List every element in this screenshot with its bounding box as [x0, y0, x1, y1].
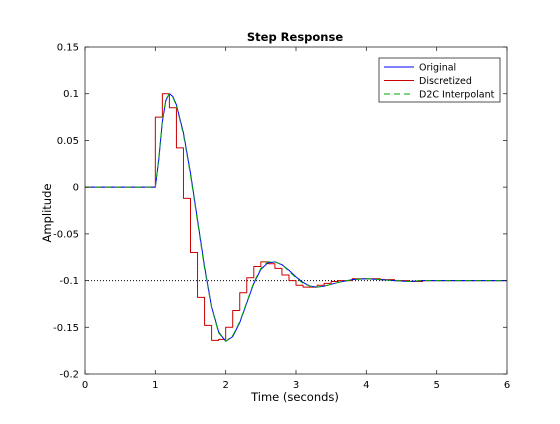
x-tick-label: 0	[82, 380, 88, 391]
x-tick-label: 2	[222, 380, 228, 391]
legend-label-original: Original	[419, 63, 456, 74]
y-tick-label: 0.1	[63, 89, 79, 100]
y-tick-label: -0.05	[53, 229, 79, 240]
legend: Original Discretized D2C Interpolant	[378, 57, 501, 103]
series-line-discretized	[85, 93, 507, 341]
y-tick-label: 0.15	[57, 43, 79, 54]
y-tick-label: 0	[73, 183, 79, 194]
x-tick-label: 3	[293, 380, 299, 391]
legend-label-discretized: Discretized	[419, 76, 472, 87]
x-tick-label: 4	[363, 380, 369, 391]
x-tick-label: 1	[152, 380, 158, 391]
legend-label-d2c-interpolant: D2C Interpolant	[419, 90, 495, 101]
y-tick-label: -0.15	[53, 323, 79, 334]
chart-title: Step Response	[247, 30, 343, 44]
y-axis-label: Amplitude	[40, 184, 54, 243]
series-line-d2c-interpolant	[85, 93, 507, 342]
y-tick-label: 0.05	[57, 136, 79, 147]
x-tick-label: 5	[433, 380, 439, 391]
y-tick-label: -0.1	[59, 276, 79, 287]
y-tick-label: -0.2	[59, 370, 79, 381]
axes-frame	[84, 46, 508, 375]
x-tick-label: 6	[504, 380, 510, 391]
x-axis-label: Time (seconds)	[250, 390, 339, 404]
